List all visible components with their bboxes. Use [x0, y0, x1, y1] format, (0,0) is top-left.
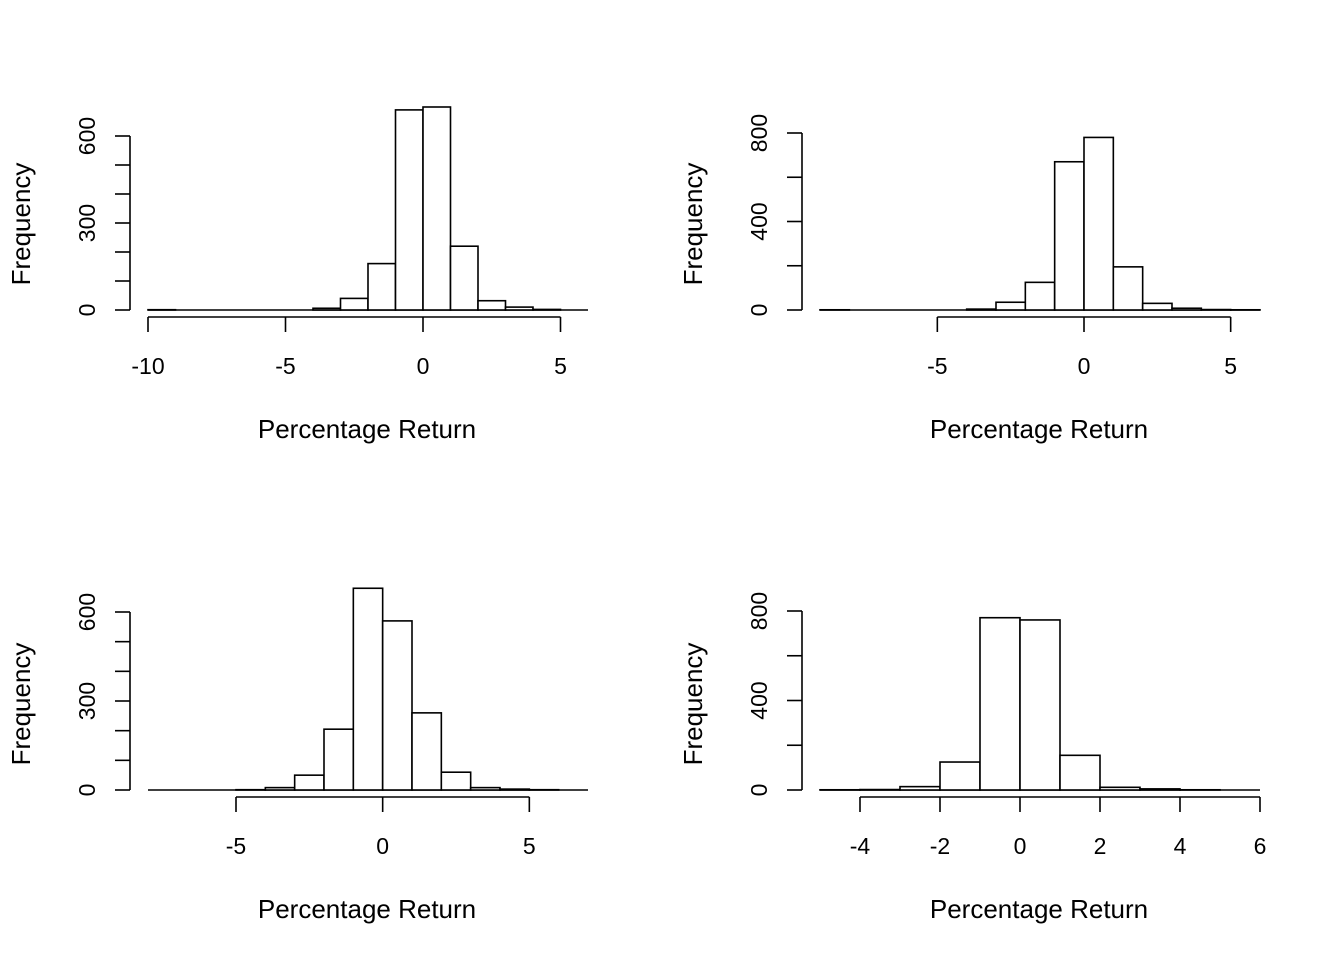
x-tick-label: 5	[523, 833, 536, 859]
histogram-bar	[477, 299, 507, 311]
histogram-bar	[979, 616, 1021, 791]
x-tick-label: 4	[1174, 833, 1187, 859]
histogram-bar	[352, 587, 384, 791]
y-tick-label: 600	[74, 117, 100, 155]
y-tick-label: 0	[74, 304, 100, 317]
x-tick-label: 5	[554, 353, 567, 379]
histogram-panel-2: -5 0 5 0 400 800 Percentage Return Frequency	[678, 114, 1261, 444]
x-axis: -10 -5 0 5	[131, 316, 567, 379]
histogram-bar	[1171, 307, 1203, 311]
y-tick-label: 300	[74, 682, 100, 720]
x-axis-title: Percentage Return	[258, 894, 476, 924]
histogram-bar	[449, 245, 479, 311]
x-tick-label: -4	[850, 833, 871, 859]
histogram-bar	[995, 301, 1027, 311]
y-axis: 0 300 600	[74, 593, 131, 797]
x-tick-label: 5	[1224, 353, 1237, 379]
histogram-bar	[381, 620, 413, 791]
histogram-bar	[1099, 786, 1141, 791]
histogram-bar	[1059, 754, 1101, 791]
x-tick-label: -5	[927, 353, 947, 379]
histogram-bar	[323, 728, 355, 791]
x-axis: -5 0 5	[927, 316, 1237, 379]
y-axis: 0 400 800	[746, 592, 803, 797]
y-axis-title: Frequency	[6, 163, 36, 286]
histogram-bar	[339, 297, 369, 311]
y-axis-title: Frequency	[6, 643, 36, 766]
y-tick-label: 300	[74, 204, 100, 242]
x-tick-label: 0	[1078, 353, 1091, 379]
y-axis: 0 400 800	[746, 114, 803, 317]
x-tick-label: -2	[930, 833, 950, 859]
histogram-bar	[1139, 788, 1181, 791]
histogram-bar	[440, 771, 472, 791]
histogram-bar	[1024, 281, 1056, 311]
histogram-bar	[499, 788, 531, 791]
x-axis-title: Percentage Return	[258, 414, 476, 444]
histogram-bar	[1141, 302, 1173, 311]
histogram-bar	[469, 786, 501, 791]
y-tick-label: 400	[746, 681, 772, 719]
x-axis: -4 -2 0 2 4 6	[850, 796, 1267, 859]
histogram-panel-3: -5 0 5 0 300 600 Percentage Return Frequency	[6, 587, 588, 924]
histogram-bar	[1083, 136, 1115, 311]
y-tick-label: 0	[746, 784, 772, 797]
y-tick-label: 0	[746, 304, 772, 317]
x-tick-label: -5	[275, 353, 295, 379]
histogram-panel-4: -4 -2 0 2 4 6 0 400 800 Percentage Return Frequ…	[678, 592, 1266, 924]
histogram-panel-1: -10 -5 0 5 0 300 600 Percentage Return Freque…	[6, 106, 588, 444]
x-tick-label: 6	[1254, 833, 1267, 859]
histogram-bar	[1112, 266, 1144, 311]
histogram-bar	[394, 109, 424, 311]
histogram-bar	[293, 774, 325, 791]
x-tick-label: 0	[417, 353, 430, 379]
bars-group	[819, 136, 1261, 311]
histogram-bar	[422, 106, 452, 311]
x-tick-label: 0	[1014, 833, 1027, 859]
y-tick-label: 600	[74, 593, 100, 631]
x-tick-label: 2	[1094, 833, 1107, 859]
histogram-bar	[1019, 619, 1061, 791]
x-axis-title: Percentage Return	[930, 414, 1148, 444]
histogram-bar	[367, 262, 397, 311]
histogram-bar	[411, 712, 443, 791]
bars-group	[819, 616, 1260, 791]
y-axis: 0 300 600	[74, 117, 131, 317]
histogram-bar	[965, 308, 997, 311]
x-tick-label: -10	[131, 353, 164, 379]
y-axis-title: Frequency	[678, 163, 708, 286]
histogram-bar	[532, 308, 562, 311]
histogram-bar	[1053, 160, 1085, 311]
histogram-bar	[939, 761, 981, 791]
histogram-bar	[899, 785, 941, 791]
x-axis-title: Percentage Return	[930, 894, 1148, 924]
histogram-bar	[264, 786, 296, 791]
bars-group	[148, 587, 588, 791]
y-axis-title: Frequency	[678, 643, 708, 766]
x-tick-label: 0	[376, 833, 389, 859]
x-axis: -5 0 5	[226, 796, 536, 859]
bars-group	[147, 106, 588, 311]
y-tick-label: 400	[746, 202, 772, 240]
y-tick-label: 0	[74, 784, 100, 797]
x-tick-label: -5	[226, 833, 246, 859]
y-tick-label: 800	[746, 592, 772, 630]
y-tick-label: 800	[746, 114, 772, 152]
histogram-bar	[504, 306, 534, 311]
histogram-bar	[312, 307, 342, 311]
